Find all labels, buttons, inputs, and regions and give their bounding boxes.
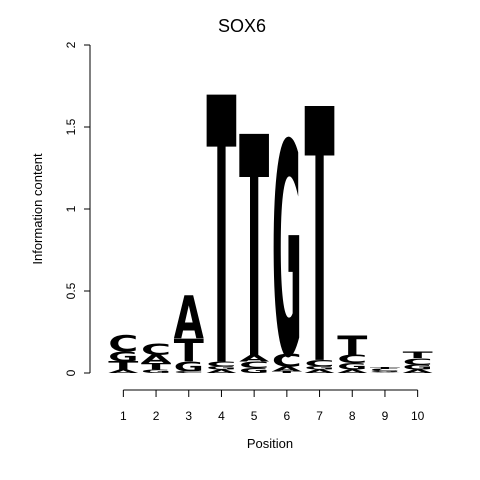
- letter-C: C: [206, 360, 236, 368]
- letter-T: T: [272, 371, 303, 374]
- letter-G: G: [370, 370, 400, 373]
- x-tick-label: 8: [349, 409, 356, 423]
- x-tick-label: 10: [411, 409, 425, 423]
- y-tick-label: 0: [64, 369, 78, 376]
- letter-A: A: [337, 369, 368, 374]
- x-tick-label: 2: [153, 409, 160, 423]
- letter-G: G: [272, 84, 302, 424]
- letter-G: G: [305, 366, 335, 371]
- x-axis: 1 2 3 4 5 6 7 8 9 10: [120, 389, 425, 423]
- letter-C: C: [272, 351, 302, 371]
- letter-A: A: [305, 369, 336, 374]
- letter-C: C: [403, 356, 433, 367]
- y-tick-label: 1: [64, 205, 78, 212]
- letter-C: C: [141, 341, 171, 359]
- x-tick-label: 3: [185, 409, 192, 423]
- letter-T: T: [403, 350, 433, 361]
- letter-T: T: [108, 359, 138, 372]
- letter-A: A: [370, 372, 401, 373]
- letter-C: C: [239, 360, 269, 371]
- x-tick-label: 9: [382, 409, 389, 423]
- y-tick-label: 0.5: [64, 282, 78, 299]
- letter-A: A: [141, 353, 171, 366]
- letter-T: T: [239, 75, 269, 428]
- letter-G: G: [239, 367, 269, 375]
- letter-T: T: [206, 22, 236, 449]
- letter-G: G: [174, 359, 204, 375]
- x-tick-label: 7: [316, 409, 323, 423]
- letter-T: T: [174, 333, 204, 370]
- x-tick-label: 1: [120, 409, 127, 423]
- y-tick-label: 2: [64, 41, 78, 48]
- y-axis-label: Information content: [30, 153, 45, 265]
- letter-T: T: [370, 367, 401, 370]
- x-tick-label: 5: [251, 409, 258, 423]
- letter-A: A: [174, 284, 205, 352]
- letter-C: C: [174, 371, 204, 374]
- letter-T: T: [305, 37, 335, 442]
- x-tick-label: 6: [284, 409, 291, 423]
- letter-T: T: [141, 361, 171, 372]
- letter-C: C: [305, 358, 335, 369]
- letter-C: C: [337, 353, 367, 366]
- letter-A: A: [272, 365, 303, 373]
- letter-T: T: [337, 330, 367, 362]
- letter-C: C: [108, 331, 138, 358]
- letter-A: A: [206, 369, 237, 374]
- letter-G: G: [403, 364, 433, 372]
- letter-A: A: [108, 369, 139, 374]
- x-tick-label: 4: [218, 409, 225, 423]
- y-tick-label: 1.5: [64, 118, 78, 135]
- letter-G: G: [141, 369, 171, 374]
- letter-A: A: [239, 353, 269, 364]
- letter-A: A: [403, 369, 434, 374]
- letter-G: G: [337, 362, 367, 372]
- x-axis-label: Position: [247, 436, 293, 451]
- letter-G: G: [108, 349, 138, 365]
- letter-C: C: [370, 368, 400, 371]
- y-axis: 0 0.5 1 1.5 2: [64, 41, 91, 376]
- chart-title: SOX6: [218, 16, 266, 36]
- letter-G: G: [206, 366, 236, 371]
